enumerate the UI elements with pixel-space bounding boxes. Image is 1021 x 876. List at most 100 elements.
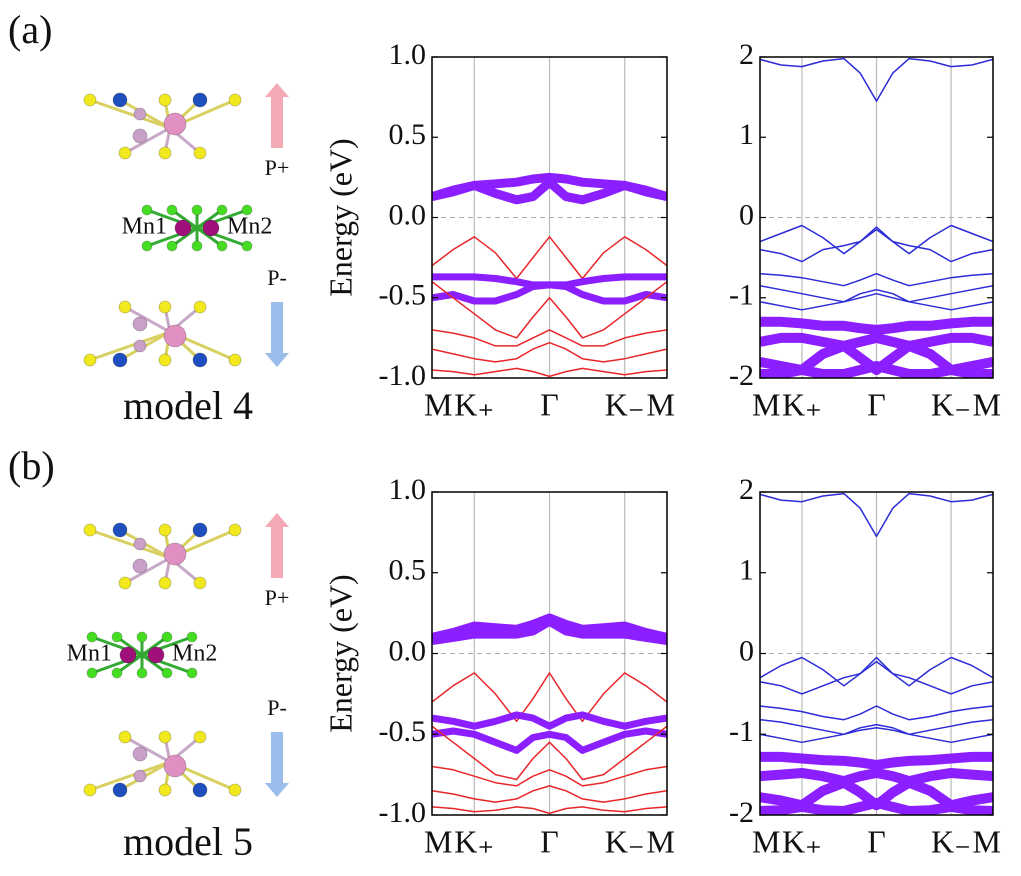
y-tick-label: -0.5 [379,715,427,748]
x-tick-label: K₊ [782,386,822,422]
atom [137,632,147,642]
model-label: model 5 [123,819,253,864]
atom [159,784,171,796]
atom [133,317,147,331]
atom [159,94,171,106]
y-tick-label: -2 [729,359,754,392]
atom [194,577,206,589]
atom [113,523,127,537]
atom [193,93,207,107]
atom [164,113,186,135]
atom [148,647,164,663]
y-tick-label: -1.0 [379,359,427,392]
atom [159,354,171,366]
atom [120,647,136,663]
x-tick-label: Γ [540,823,559,859]
atom [84,524,96,536]
x-tick-label: M [752,823,780,859]
x-tick-label: M [973,823,1001,859]
y-tick-label: 0 [739,198,754,231]
x-tick-label: K₊ [454,386,494,422]
atom-label: Mn1 [122,214,167,240]
arrow-head [265,83,289,97]
x-tick-label: Γ [867,386,886,422]
atom [162,632,172,642]
y-tick-label: 0.0 [389,634,427,667]
atom [159,524,171,536]
atom [229,354,241,366]
x-tick-label: K₋ [931,823,971,859]
polarization-label: P- [267,265,287,290]
atom [134,538,146,550]
atom [134,340,146,352]
atom [113,353,127,367]
x-tick-label: M [973,386,1001,422]
atom [229,94,241,106]
y-tick-label: -1 [729,279,754,312]
atom [193,523,207,537]
x-tick-label: K₋ [931,386,971,422]
atom [133,747,147,761]
atom [193,353,207,367]
atom-label: Mn2 [172,641,217,667]
y-tick-label: -0.5 [379,279,427,312]
atom [133,559,147,573]
atom [112,632,122,642]
atom [134,108,146,120]
atom [192,241,202,251]
atom [134,770,146,782]
arrow-head [265,513,289,527]
x-tick-label: Γ [540,386,559,422]
atom [119,147,131,159]
atom [194,731,206,743]
y-tick-label: 1 [739,118,754,151]
atom [159,147,171,159]
polarization-label: P- [267,695,287,720]
atom [194,301,206,313]
y-axis-label: Energy (eV) [322,574,358,732]
polarization-label: P+ [265,155,290,180]
x-tick-label: K₋ [605,386,645,422]
atom [164,755,186,777]
y-tick-label: 1 [739,554,754,587]
arrow-head [265,353,289,367]
y-tick-label: 1.0 [389,38,427,71]
y-tick-label: 0.5 [389,118,427,151]
x-tick-label: K₊ [782,823,822,859]
atom [187,668,197,678]
atom [137,668,147,678]
atom [112,668,122,678]
atom [84,784,96,796]
atom [194,147,206,159]
x-tick-label: M [647,386,675,422]
y-axis-label: Energy (eV) [322,138,358,296]
atom [84,94,96,106]
polarization-label: P+ [265,585,290,610]
x-tick-label: M [647,823,675,859]
atom [142,241,152,251]
y-tick-label: -2 [729,796,754,829]
atom [162,668,172,678]
atom [113,93,127,107]
y-tick-label: 2 [739,38,754,71]
x-tick-label: M [424,823,452,859]
atom [119,577,131,589]
panel-label: (b) [8,443,55,488]
y-tick-label: 1.0 [389,473,427,506]
figure: (a) (b) P+P-Mn1Mn2model 4P+P-Mn1Mn2model… [0,0,1021,876]
atom [164,325,186,347]
arrow-head [265,783,289,797]
x-tick-label: Γ [867,823,886,859]
model-label: model 4 [123,383,253,428]
atom [229,784,241,796]
y-tick-label: 0.5 [389,554,427,587]
y-tick-label: 2 [739,473,754,506]
x-tick-label: K₋ [605,823,645,859]
y-tick-label: 0.0 [389,198,427,231]
atom [87,668,97,678]
atom-label: Mn1 [67,641,112,667]
atom [159,301,171,313]
atom-label: Mn2 [227,214,272,240]
atom [167,205,177,215]
atom [217,205,227,215]
